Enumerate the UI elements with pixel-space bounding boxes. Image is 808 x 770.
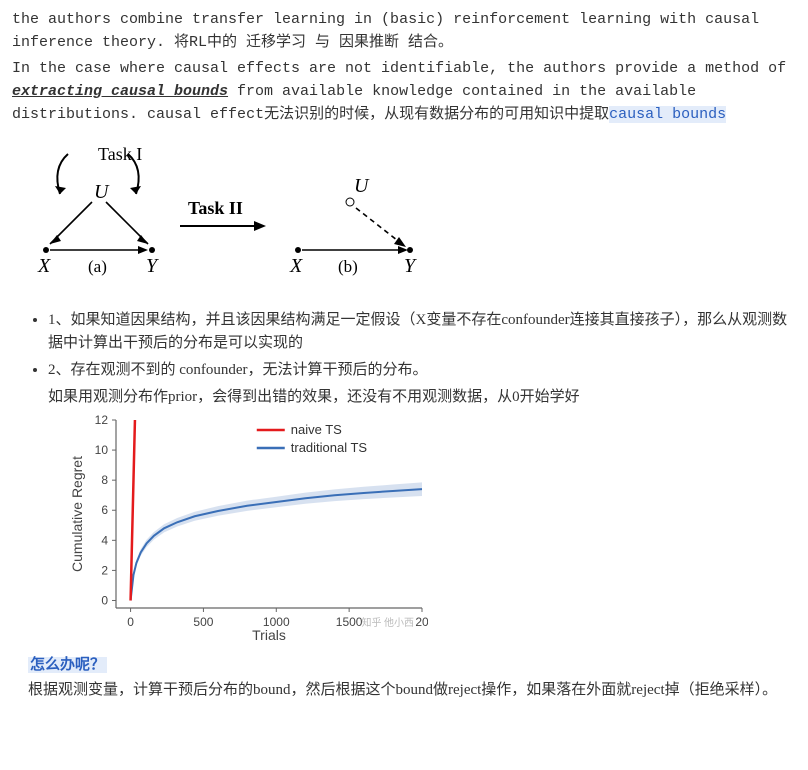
svg-text:0: 0	[127, 615, 134, 629]
svg-text:4: 4	[101, 533, 108, 547]
regret-chart: 02468101205001000150020TrialsCumulative …	[68, 414, 796, 652]
panel-a-label: (a)	[88, 257, 107, 276]
node-X-b: X	[289, 255, 303, 277]
bullet-list: 1、如果知道因果结构，并且该因果结构满足一定假设（X变量不存在confounde…	[12, 309, 796, 383]
p1b: 将RL中的 迁移学习 与 因果推断 结合。	[174, 34, 453, 51]
panel-b-label: (b)	[338, 257, 358, 276]
svg-text:Cumulative Regret: Cumulative Regret	[69, 455, 85, 571]
question: 怎么办呢？	[28, 654, 796, 677]
para-intro: the authors combine transfer learning in…	[12, 8, 796, 55]
p2-emph: extracting causal bounds	[12, 83, 228, 100]
svg-text:Trials: Trials	[252, 627, 286, 643]
task2-label: Task II	[188, 198, 243, 218]
p2a: In the case where causal effects are not…	[12, 60, 786, 77]
svg-text:知乎 他小西: 知乎 他小西	[362, 616, 415, 629]
bullet-1: 1、如果知道因果结构，并且该因果结构满足一定假设（X变量不存在confounde…	[48, 309, 796, 356]
svg-text:1500: 1500	[336, 615, 363, 629]
svg-text:0: 0	[101, 593, 108, 607]
bullet-2-cont: 如果用观测分布作prior，会得到出错的效果，还没有不用观测数据，从0开始学好	[48, 386, 796, 409]
answer: 根据观测变量，计算干预后分布的bound，然后根据这个bound做reject操…	[28, 679, 796, 702]
p2c: causal effect无法识别的时候，从现有数据分布的可用知识中提取	[147, 106, 609, 123]
svg-text:8: 8	[101, 473, 108, 487]
node-U-b: U	[354, 175, 370, 197]
link-causal-bounds[interactable]: causal bounds	[609, 106, 726, 123]
bullet-2: 2、存在观测不到的 confounder，无法计算干预后的分布。	[48, 359, 796, 382]
svg-text:500: 500	[193, 615, 213, 629]
svg-text:12: 12	[95, 414, 109, 427]
node-Y-b: Y	[404, 255, 417, 277]
question-head: 怎么办呢？	[28, 657, 107, 673]
svg-text:naive TS: naive TS	[291, 422, 342, 437]
causal-diagram: Task I U X Y (a) Task II U X	[20, 140, 796, 298]
svg-text:20: 20	[415, 615, 428, 629]
task1-label: Task I	[98, 144, 142, 164]
svg-text:10: 10	[95, 443, 109, 457]
svg-text:2: 2	[101, 563, 108, 577]
svg-text:traditional TS: traditional TS	[291, 440, 368, 455]
node-U-a: U	[94, 181, 110, 203]
para-bounds: In the case where causal effects are not…	[12, 57, 796, 127]
node-X-a: X	[37, 255, 51, 277]
node-Y-a: Y	[146, 255, 159, 277]
svg-text:6: 6	[101, 503, 108, 517]
